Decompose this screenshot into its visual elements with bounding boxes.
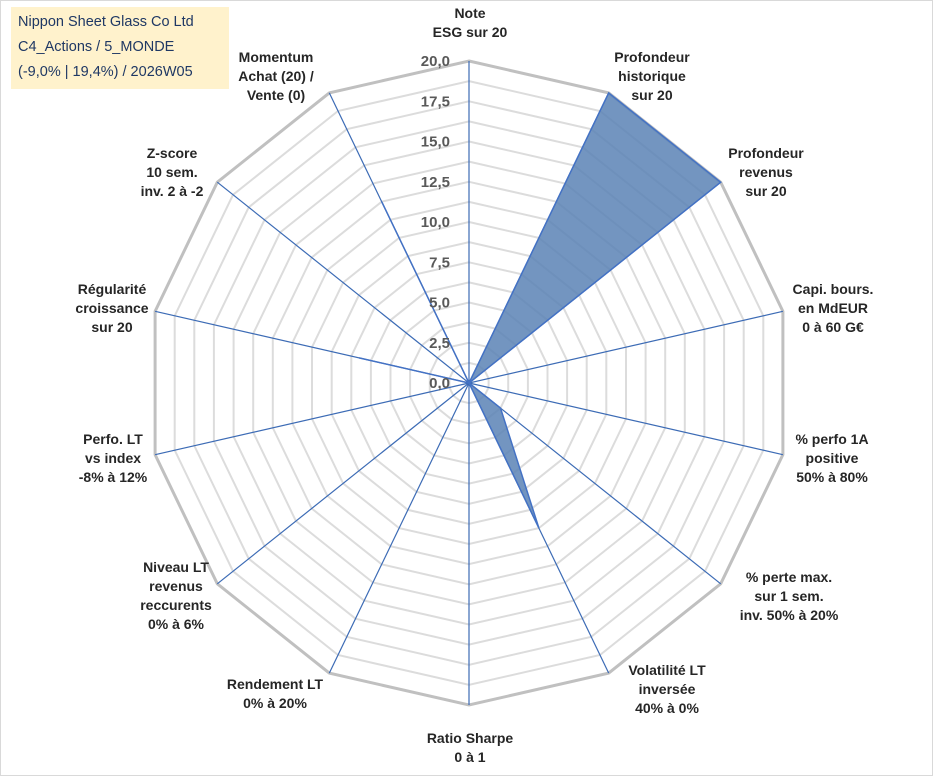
axis-label-line: Profondeur bbox=[614, 49, 690, 65]
axis-label-line: Régularité bbox=[78, 281, 147, 297]
tick-label: 7,5 bbox=[429, 254, 450, 271]
axis-label: Perfo. LT vs index -8% à 12% bbox=[79, 431, 148, 485]
axis-label-line: Volatilité LT bbox=[628, 662, 706, 678]
axis-label-line: vs index bbox=[85, 450, 141, 466]
axis-label-line: sur 20 bbox=[745, 183, 786, 199]
axis-label-line: sur 20 bbox=[91, 319, 132, 335]
axis-label-line: en MdEUR bbox=[798, 300, 868, 316]
axis-label-line: 10 sem. bbox=[146, 164, 197, 180]
axis-label: Profondeur historique sur 20 bbox=[614, 49, 690, 103]
axis-label-line: % perfo 1A bbox=[795, 431, 868, 447]
axis-spoke bbox=[154, 382, 470, 456]
portfolio-category: C4_Actions / 5_MONDE bbox=[18, 39, 175, 55]
axis-label-line: positive bbox=[806, 450, 859, 466]
axis-label-line: sur 20 bbox=[631, 87, 672, 103]
axis-spoke bbox=[216, 382, 470, 585]
axis-label: Ratio Sharpe 0 à 1 bbox=[427, 730, 514, 765]
axis-label-line: Perfo. LT bbox=[83, 431, 143, 447]
tick-label: 2,5 bbox=[429, 335, 450, 352]
axis-label-line: Z-score bbox=[147, 145, 198, 161]
tick-label: 15,0 bbox=[421, 134, 450, 151]
axis-label: Capi. bours. en MdEUR 0 à 60 G€ bbox=[793, 281, 874, 335]
axis-label-line: Rendement LT bbox=[227, 676, 324, 692]
axis-label-line: revenus bbox=[739, 164, 793, 180]
axis-label-line: Momentum bbox=[239, 49, 314, 65]
axis-label-line: Vente (0) bbox=[247, 87, 305, 103]
tick-label: 17,5 bbox=[421, 93, 450, 110]
axis-spoke bbox=[328, 382, 470, 674]
axis-label-line: croissance bbox=[75, 300, 148, 316]
axis-label-line: ESG sur 20 bbox=[433, 24, 508, 40]
axis-label-line: Niveau LT bbox=[143, 559, 209, 575]
axis-label: Momentum Achat (20) / Vente (0) bbox=[238, 49, 314, 103]
axis-label-line: Capi. bours. bbox=[793, 281, 874, 297]
axis-label-line: 0% à 20% bbox=[243, 695, 307, 711]
axis-spoke bbox=[216, 181, 470, 384]
axis-label-line: historique bbox=[618, 68, 686, 84]
axis-spoke bbox=[468, 382, 722, 585]
axis-label: Régularité croissance sur 20 bbox=[75, 281, 148, 335]
axis-label: Note ESG sur 20 bbox=[433, 5, 508, 40]
axis-label-line: % perte max. bbox=[746, 569, 832, 585]
performance-range-week: (-9,0% | 19,4%) / 2026W05 bbox=[18, 64, 193, 80]
axis-label-line: Profondeur bbox=[728, 145, 804, 161]
axis-label-line: 0 à 60 G€ bbox=[802, 319, 864, 335]
axis-label-line: Achat (20) / bbox=[238, 68, 314, 84]
axis-label-line: sur 1 sem. bbox=[754, 588, 823, 604]
tick-label: 20,0 bbox=[421, 53, 450, 70]
axis-labels: Note ESG sur 20 Profondeur historique sur 20… bbox=[75, 5, 873, 765]
axis-label-line: 0% à 6% bbox=[148, 616, 205, 632]
axis-label: % perfo 1A positive 50% à 80% bbox=[795, 431, 868, 485]
axis-label-line: 40% à 0% bbox=[635, 700, 699, 716]
axis-label-line: inversée bbox=[639, 681, 696, 697]
tick-label: 10,0 bbox=[421, 214, 450, 231]
axis-label: Z-score 10 sem. inv. 2 à -2 bbox=[141, 145, 204, 199]
axis-label-line: inv. 2 à -2 bbox=[141, 183, 204, 199]
axis-label: Niveau LT revenus reccurents 0% à 6% bbox=[140, 559, 212, 632]
axis-label: Volatilité LT inversée 40% à 0% bbox=[628, 662, 706, 716]
axis-label: % perte max. sur 1 sem. inv. 50% à 20% bbox=[740, 569, 839, 623]
radial-tick-labels: 0,0 2,5 5,0 7,5 10,0 12,5 15,0 17,5 20,0 bbox=[421, 53, 450, 392]
axis-label: Rendement LT 0% à 20% bbox=[227, 676, 324, 711]
axis-spoke bbox=[468, 310, 784, 384]
axis-label-line: 50% à 80% bbox=[796, 469, 868, 485]
axis-label-line: revenus bbox=[149, 578, 203, 594]
tick-label: 0,0 bbox=[429, 375, 450, 392]
axis-label-line: reccurents bbox=[140, 597, 212, 613]
axis-label-line: Ratio Sharpe bbox=[427, 730, 514, 746]
axis-label: Profondeur revenus sur 20 bbox=[728, 145, 804, 199]
axis-label-line: 0 à 1 bbox=[454, 749, 485, 765]
tick-label: 12,5 bbox=[421, 174, 450, 191]
axis-label-line: -8% à 12% bbox=[79, 469, 148, 485]
axis-label-line: inv. 50% à 20% bbox=[740, 607, 839, 623]
tick-label: 5,0 bbox=[429, 295, 450, 312]
radar-series bbox=[358, 91, 722, 529]
company-name: Nippon Sheet Glass Co Ltd bbox=[18, 14, 194, 30]
axis-spoke bbox=[468, 382, 784, 456]
title-box: Nippon Sheet Glass Co Ltd C4_Actions / 5… bbox=[11, 7, 229, 89]
axis-label-line: Note bbox=[454, 5, 485, 21]
